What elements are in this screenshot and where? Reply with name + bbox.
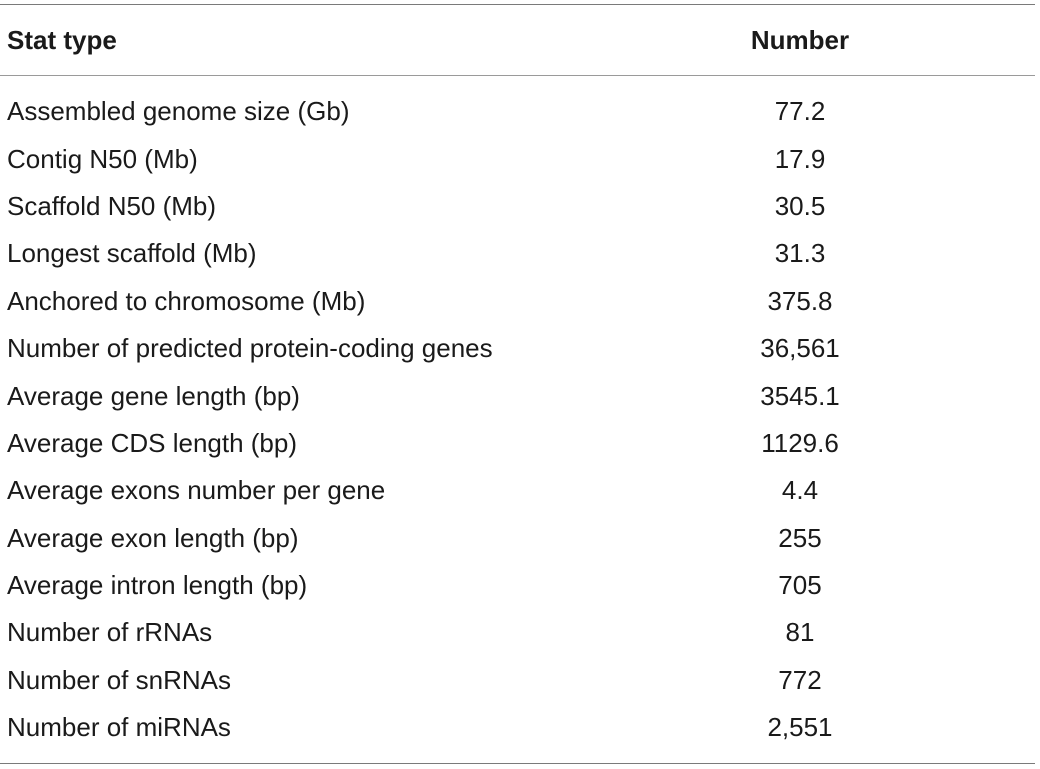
number-cell: 30.5 <box>774 190 826 221</box>
table-row: Number of snRNAs 772 <box>0 657 1035 704</box>
stat-type-cell: Scaffold N50 (Mb) <box>7 190 217 221</box>
table-row: Contig N50 (Mb) 17.9 <box>0 135 1035 182</box>
stats-table: Stat type Number Assembled genome size (… <box>0 4 1035 765</box>
stat-type-cell: Average exons number per gene <box>7 475 386 506</box>
number-cell: 3545.1 <box>760 380 840 411</box>
stat-type-cell: Contig N50 (Mb) <box>7 143 198 174</box>
stat-type-cell: Number of rRNAs <box>7 617 213 648</box>
table-row: Number of miRNAs 2,551 <box>0 704 1035 751</box>
number-cell: 772 <box>778 664 822 695</box>
header-stat-type: Stat type <box>7 24 117 55</box>
table-row: Average intron length (bp) 705 <box>0 562 1035 609</box>
stat-type-cell: Average intron length (bp) <box>7 570 308 601</box>
table-row: Average exons number per gene 4.4 <box>0 467 1035 514</box>
number-cell: 4.4 <box>781 475 819 506</box>
table-row: Anchored to chromosome (Mb) 375.8 <box>0 278 1035 325</box>
stat-type-cell: Average CDS length (bp) <box>7 427 298 458</box>
table-header-rule <box>0 75 1035 76</box>
number-cell: 81 <box>785 617 815 648</box>
header-number: Number <box>750 24 850 55</box>
number-cell: 375.8 <box>767 285 833 316</box>
number-cell: 17.9 <box>774 143 826 174</box>
stat-type-cell: Anchored to chromosome (Mb) <box>7 285 366 316</box>
stat-type-cell: Longest scaffold (Mb) <box>7 238 257 269</box>
table-row: Average gene length (bp) 3545.1 <box>0 372 1035 419</box>
table-row: Assembled genome size (Gb) 77.2 <box>0 88 1035 135</box>
stat-type-cell: Average gene length (bp) <box>7 380 300 411</box>
table-row: Average exon length (bp) 255 <box>0 515 1035 562</box>
table-row: Number of rRNAs 81 <box>0 609 1035 656</box>
number-cell: 77.2 <box>774 96 826 127</box>
table-bottom-rule <box>0 763 1035 765</box>
stat-type-cell: Number of snRNAs <box>7 664 231 695</box>
number-cell: 1129.6 <box>761 427 839 458</box>
table-top-rule <box>0 4 1035 5</box>
table-body: Assembled genome size (Gb) 77.2 Contig N50… <box>0 76 1035 763</box>
stat-type-cell: Number of miRNAs <box>7 712 231 743</box>
table-row: Longest scaffold (Mb) 31.3 <box>0 230 1035 277</box>
table-row: Number of predicted protein-coding genes… <box>0 325 1035 372</box>
number-cell: 2,551 <box>767 712 833 743</box>
number-cell: 36,561 <box>760 333 840 364</box>
table-row: Scaffold N50 (Mb) 30.5 <box>0 183 1035 230</box>
number-cell: 705 <box>778 570 822 601</box>
number-cell: 255 <box>778 522 822 553</box>
table-row: Average CDS length (bp) 1129.6 <box>0 420 1035 467</box>
stat-type-cell: Assembled genome size (Gb) <box>7 96 350 127</box>
number-cell: 31.3 <box>774 238 826 269</box>
stat-type-cell: Average exon length (bp) <box>7 522 299 553</box>
stat-type-cell: Number of predicted protein-coding genes <box>7 333 493 364</box>
table-header-row: Stat type Number <box>0 5 1035 75</box>
